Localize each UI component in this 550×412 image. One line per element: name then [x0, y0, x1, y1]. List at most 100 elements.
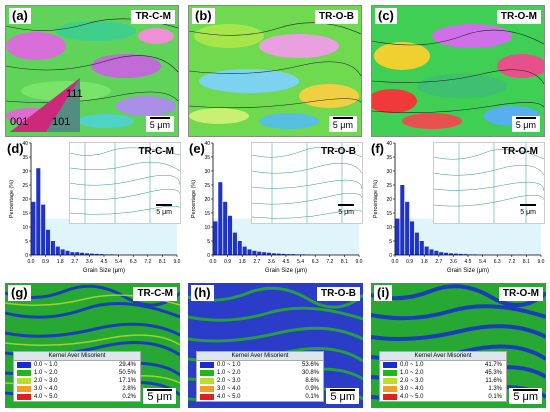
- y-tick-label: 15: [204, 211, 210, 217]
- x-axis-label: Grain Size (μm): [447, 268, 489, 274]
- y-tick-label: 25: [204, 183, 210, 189]
- histogram-bar: [247, 249, 252, 255]
- histogram-bar: [439, 252, 444, 255]
- histogram-bar: [218, 182, 223, 255]
- x-tick-label: 3.6: [450, 259, 457, 265]
- histogram-bar: [213, 221, 218, 255]
- y-tick-label: 20: [204, 197, 210, 203]
- y-tick-label: 10: [386, 225, 392, 231]
- scale-bar: 5 μm: [152, 203, 176, 219]
- histogram-bar: [223, 201, 228, 255]
- histogram-bar: [31, 201, 36, 255]
- triangle-label-111: 111: [66, 88, 83, 100]
- histogram-bar: [242, 246, 247, 255]
- x-tick-label: 1.8: [421, 259, 428, 265]
- scale-bar: 5 μm: [143, 388, 176, 404]
- legend-row: 4.0 ~ 5.0 0.2%: [14, 393, 140, 401]
- y-tick-label: 0: [389, 253, 392, 259]
- sample-tag: TR-O-B: [315, 10, 358, 24]
- scale-bar: 5 μm: [334, 203, 358, 219]
- legend-title: Kernel Aver Misorient: [14, 352, 140, 361]
- y-tick-label: 30: [204, 169, 210, 175]
- sample-tag: TR-C-M: [133, 287, 177, 301]
- histogram-bar: [395, 218, 400, 255]
- legend-title: Kernel Aver Misorient: [380, 352, 506, 361]
- x-tick-label: 7.2: [326, 259, 333, 265]
- histogram-bar: [55, 246, 60, 255]
- x-tick-label: 4.5: [465, 259, 472, 265]
- sample-tag: TR-C-M: [138, 146, 174, 157]
- kam-legend: Kernel Aver Misorient 0.0 ~ 1.0 29.4% 1.0…: [13, 351, 141, 402]
- legend-row: 4.0 ~ 5.0 0.1%: [380, 393, 506, 401]
- sample-tag: TR-O-M: [496, 10, 541, 24]
- x-tick-label: 0.9: [42, 259, 49, 265]
- shaded-region: [213, 218, 359, 255]
- x-tick-label: 5.4: [297, 259, 304, 265]
- histogram-bar: [463, 254, 468, 255]
- histogram-bar: [89, 253, 94, 255]
- sample-tag: TR-O-M: [501, 146, 538, 157]
- histogram-bar: [84, 253, 89, 255]
- ipf-texture-a: [6, 6, 178, 136]
- y-tick-label: 0: [25, 253, 28, 259]
- y-tick-label: 40: [386, 141, 392, 147]
- legend-row: 3.0 ~ 4.0 0.9%: [197, 385, 323, 393]
- scale-bar: 5 μm: [516, 203, 540, 219]
- legend-row: 3.0 ~ 4.0 2.8%: [14, 385, 140, 393]
- kam-map-g: (g) TR-C-M Kernel Aver Misorient 0.0 ~ 1…: [5, 283, 180, 408]
- x-tick-label: 8.1: [523, 259, 530, 265]
- panel-label: (d): [7, 141, 24, 156]
- histogram-bar: [232, 232, 237, 255]
- histogram-bar: [291, 254, 296, 255]
- histogram-f: 0 5 10 15 20 25 30 35 40 0.0 0.9 1.8 2.7 3.6 4.5 5.4 6.3…: [373, 141, 545, 274]
- x-tick-label: 3.6: [86, 259, 93, 265]
- kam-map-i: (i) TR-O-M Kernel Aver Misorient 0.0 ~ 1…: [371, 283, 546, 408]
- histogram-bar: [458, 253, 463, 255]
- legend-row: 0.0 ~ 1.0 53.6%: [197, 361, 323, 369]
- grain-boundary-inset: TR-O-B 5 μm: [251, 142, 365, 224]
- kam-map-h: (h) TR-O-B Kernel Aver Misorient 0.0 ~ 1…: [188, 283, 363, 408]
- sample-tag: TR-O-B: [317, 287, 360, 301]
- triangle-label-001: 001: [10, 116, 29, 128]
- histogram-bar: [281, 253, 286, 255]
- y-axis-label: Percentage (%): [191, 180, 197, 218]
- legend-row: 1.0 ~ 2.0 50.5%: [14, 369, 140, 377]
- histogram-bar: [419, 241, 424, 255]
- x-tick-label: 6.3: [130, 259, 137, 265]
- shaded-region: [395, 218, 541, 255]
- histogram-bar: [41, 204, 46, 255]
- x-tick-label: 1.8: [57, 259, 64, 265]
- x-tick-label: 9.0: [356, 259, 363, 265]
- histogram-bar: [424, 246, 429, 255]
- sample-tag: TR-O-M: [498, 287, 543, 301]
- histogram-bar: [448, 253, 453, 255]
- histogram-bar: [46, 229, 51, 255]
- x-tick-label: 5.4: [479, 259, 486, 265]
- x-axis-label: Grain Size (μm): [265, 268, 307, 274]
- histogram-bar: [271, 253, 276, 255]
- grain-boundary-inset: TR-C-M 5 μm: [69, 142, 183, 224]
- x-tick-label: 9.0: [174, 259, 181, 265]
- y-tick-label: 35: [204, 155, 210, 161]
- x-tick-label: 9.0: [538, 259, 545, 265]
- histogram-bar: [414, 232, 419, 255]
- scale-bar: 5 μm: [145, 116, 174, 132]
- scale-bar: 5 μm: [511, 116, 540, 132]
- histogram-panel-d: 0 5 10 15 20 25 30 35 40 0.0 0.9 1.8 2.7 3.6 4.5 5.4 6.3…: [5, 137, 183, 277]
- x-tick-label: 8.1: [341, 259, 348, 265]
- x-tick-label: 4.5: [101, 259, 108, 265]
- panel-label: (g): [8, 285, 31, 301]
- ipf-texture-b: [189, 6, 361, 136]
- legend-row: 1.0 ~ 2.0 45.3%: [380, 369, 506, 377]
- histogram-bar: [80, 252, 85, 255]
- histogram-bar: [286, 254, 291, 255]
- y-tick-label: 10: [22, 225, 28, 231]
- x-tick-label: 7.2: [144, 259, 151, 265]
- legend-title: Kernel Aver Misorient: [197, 352, 323, 361]
- panel-label: (b): [192, 8, 215, 24]
- y-axis-label: Percentage (%): [9, 180, 15, 218]
- histogram-bar: [237, 241, 242, 255]
- grain-boundary-inset: TR-O-M 5 μm: [433, 142, 545, 224]
- kam-legend: Kernel Aver Misorient 0.0 ~ 1.0 53.6% 1.0…: [196, 351, 324, 402]
- y-tick-label: 5: [389, 239, 392, 245]
